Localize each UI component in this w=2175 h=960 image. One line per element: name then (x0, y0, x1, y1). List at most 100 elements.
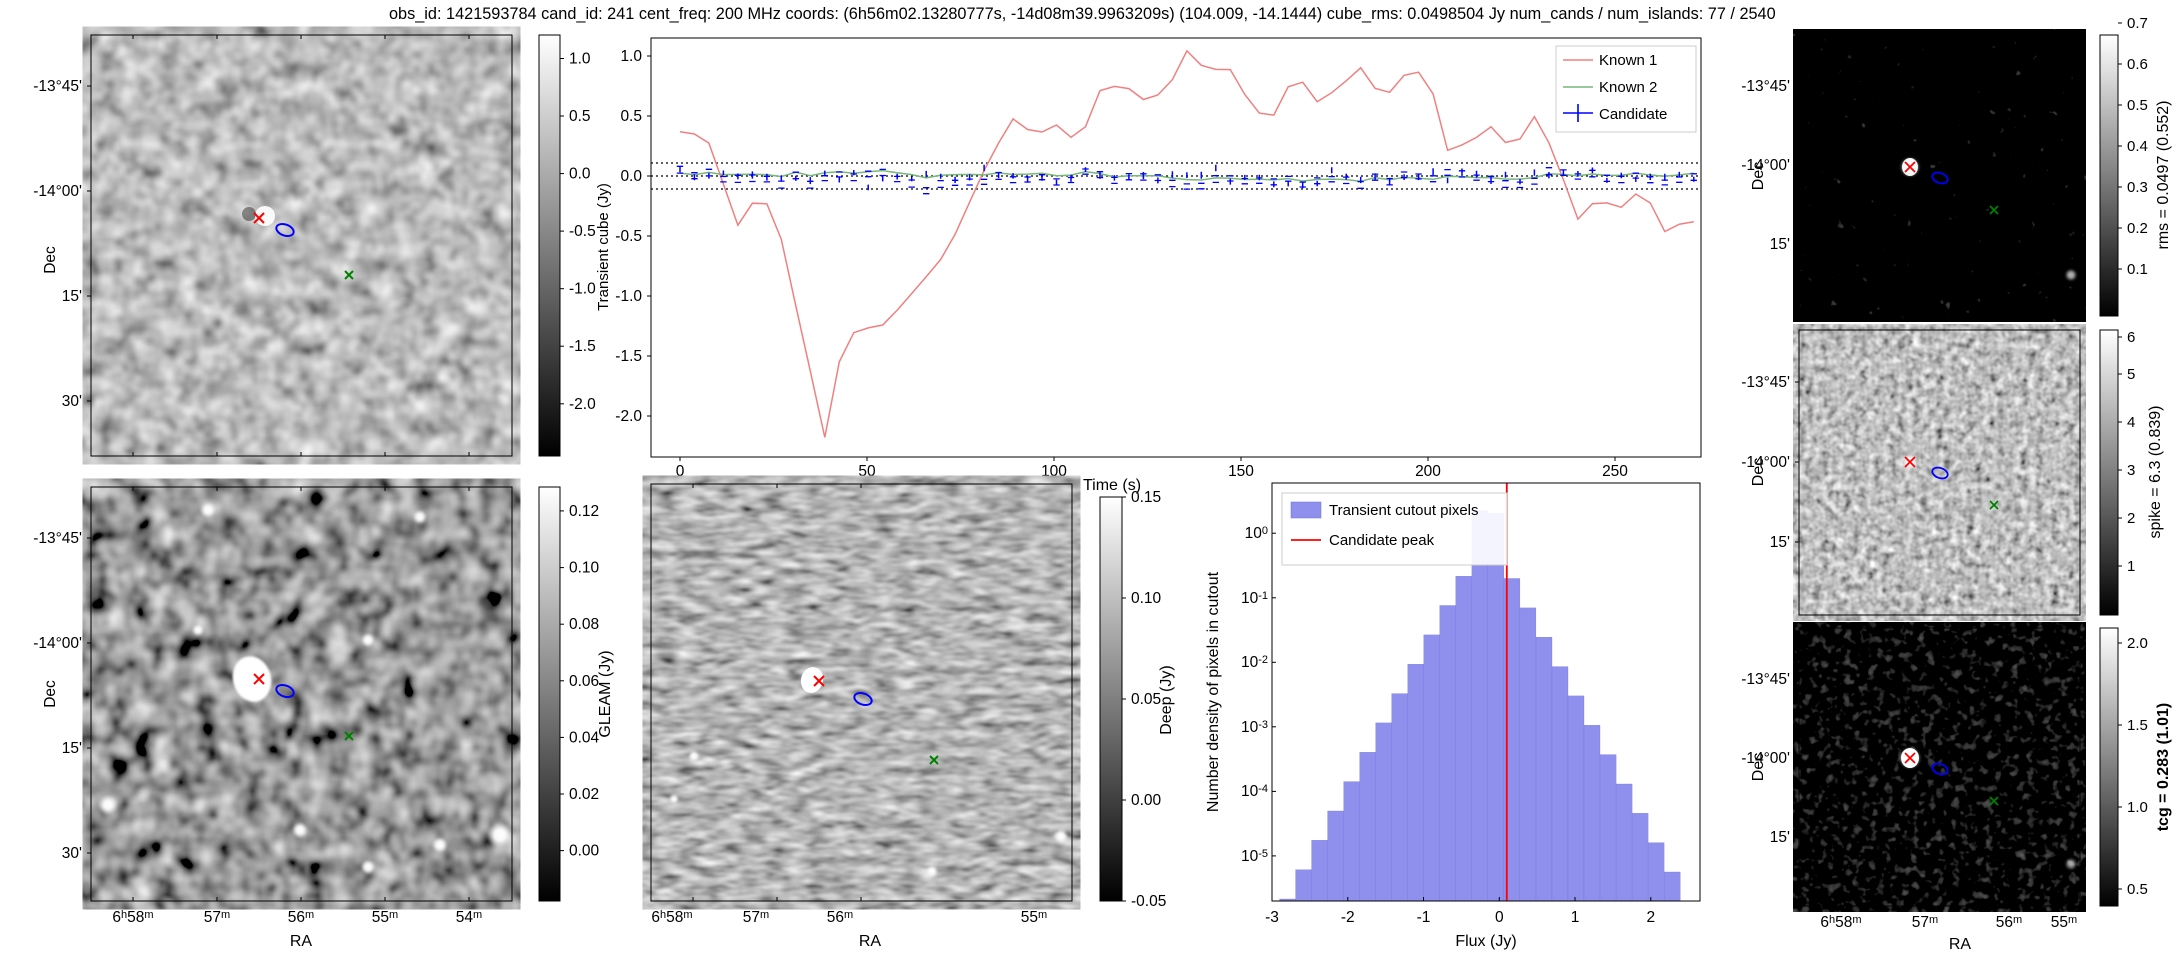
svg-text:2: 2 (1646, 909, 1655, 926)
svg-text:56m: 56m (827, 909, 853, 926)
svg-text:100: 100 (1245, 525, 1268, 542)
svg-text:Dec: Dec (1750, 162, 1767, 190)
svg-text:0.08: 0.08 (569, 616, 599, 633)
svg-text:6h58m: 6h58m (1820, 914, 1861, 931)
svg-text:1.0: 1.0 (569, 51, 591, 68)
svg-text:Transient cube (Jy): Transient cube (Jy) (595, 183, 612, 311)
svg-text:-13°45': -13°45' (1741, 374, 1790, 391)
svg-text:-2.0: -2.0 (615, 408, 642, 425)
svg-text:spike = 6.3 (0.839): spike = 6.3 (0.839) (2147, 406, 2164, 539)
svg-text:-2: -2 (1341, 909, 1355, 926)
svg-text:0.15: 0.15 (1131, 489, 1161, 506)
svg-text:1.5: 1.5 (2127, 717, 2148, 734)
svg-text:0.02: 0.02 (569, 786, 599, 803)
svg-text:0.04: 0.04 (569, 729, 600, 746)
svg-text:54m: 54m (456, 909, 482, 926)
svg-text:55m: 55m (372, 909, 398, 926)
svg-text:-13°45': -13°45' (1741, 671, 1790, 688)
svg-text:0.0: 0.0 (569, 166, 591, 183)
svg-text:57m: 57m (1912, 914, 1938, 931)
svg-text:Flux (Jy): Flux (Jy) (1455, 933, 1516, 950)
svg-text:3: 3 (2127, 462, 2135, 479)
svg-text:200: 200 (1415, 463, 1441, 480)
svg-text:-0.5: -0.5 (569, 223, 596, 240)
svg-text:-1.0: -1.0 (615, 288, 642, 305)
svg-text:-0.5: -0.5 (615, 228, 642, 245)
svg-text:0.10: 0.10 (569, 560, 600, 577)
svg-text:obs_id: 1421593784 cand_id: 24: obs_id: 1421593784 cand_id: 241 cent_fre… (389, 5, 1776, 23)
svg-text:-1.5: -1.5 (615, 348, 642, 365)
svg-text:15': 15' (62, 740, 82, 757)
svg-text:Number density of pixels in cu: Number density of pixels in cutout (1205, 571, 1222, 812)
svg-text:10-3: 10-3 (1241, 719, 1268, 736)
svg-text:5: 5 (2127, 366, 2135, 383)
svg-text:RA: RA (859, 933, 882, 950)
svg-text:0.4: 0.4 (2127, 138, 2148, 155)
svg-text:Known 2: Known 2 (1599, 79, 1657, 96)
svg-text:0.10: 0.10 (1131, 590, 1162, 607)
svg-text:0.00: 0.00 (569, 843, 600, 860)
svg-text:-14°00': -14°00' (33, 183, 82, 200)
svg-text:10-4: 10-4 (1241, 783, 1268, 800)
svg-text:15': 15' (1770, 534, 1790, 551)
svg-text:0: 0 (676, 463, 685, 480)
svg-text:150: 150 (1228, 463, 1254, 480)
svg-text:Known 1: Known 1 (1599, 52, 1657, 69)
svg-text:RA: RA (290, 933, 313, 950)
svg-text:10-5: 10-5 (1241, 848, 1268, 865)
svg-text:10-1: 10-1 (1241, 590, 1268, 607)
svg-text:1: 1 (2127, 558, 2135, 575)
svg-text:0.6: 0.6 (2127, 56, 2148, 73)
svg-text:Candidate peak: Candidate peak (1329, 532, 1435, 549)
svg-text:-13°45': -13°45' (33, 78, 82, 95)
svg-text:Dec: Dec (42, 680, 59, 708)
svg-text:0.5: 0.5 (569, 108, 591, 125)
svg-text:0.0: 0.0 (620, 168, 642, 185)
svg-text:100: 100 (1041, 463, 1067, 480)
svg-text:55m: 55m (1021, 909, 1047, 926)
svg-text:-13°45': -13°45' (1741, 78, 1790, 95)
svg-text:0.12: 0.12 (569, 503, 599, 520)
svg-text:55m: 55m (2051, 914, 2077, 931)
svg-text:GLEAM (Jy): GLEAM (Jy) (597, 650, 614, 737)
svg-text:6h58m: 6h58m (651, 909, 692, 926)
svg-text:250: 250 (1602, 463, 1628, 480)
svg-text:50: 50 (858, 463, 876, 480)
svg-text:56m: 56m (288, 909, 314, 926)
svg-text:Dec: Dec (42, 246, 59, 274)
svg-text:4: 4 (2127, 414, 2135, 431)
svg-text:Deep (Jy): Deep (Jy) (1158, 665, 1175, 734)
svg-text:tcg = 0.283 (1.01): tcg = 0.283 (1.01) (2155, 703, 2172, 832)
svg-text:2.0: 2.0 (2127, 635, 2148, 652)
svg-text:-2.0: -2.0 (569, 396, 596, 413)
svg-text:rms = 0.0497 (0.552): rms = 0.0497 (0.552) (2155, 101, 2172, 250)
svg-text:10-2: 10-2 (1241, 654, 1268, 671)
svg-text:-1.5: -1.5 (569, 338, 596, 355)
svg-text:6: 6 (2127, 329, 2135, 346)
svg-text:1: 1 (1571, 909, 1580, 926)
svg-text:0.00: 0.00 (1131, 792, 1162, 809)
svg-text:0.5: 0.5 (620, 108, 642, 125)
svg-text:Dec: Dec (1750, 458, 1767, 486)
svg-text:0.5: 0.5 (2127, 97, 2148, 114)
svg-text:0.7: 0.7 (2127, 15, 2148, 32)
svg-text:0: 0 (1495, 909, 1504, 926)
svg-text:-1.0: -1.0 (569, 281, 596, 298)
svg-text:0.1: 0.1 (2127, 261, 2148, 278)
svg-text:2: 2 (2127, 510, 2135, 527)
svg-text:30': 30' (62, 393, 82, 410)
svg-text:0.2: 0.2 (2127, 220, 2148, 237)
svg-text:0.06: 0.06 (569, 673, 599, 690)
svg-text:1.0: 1.0 (620, 48, 642, 65)
svg-text:15': 15' (1770, 829, 1790, 846)
svg-text:1.0: 1.0 (2127, 799, 2148, 816)
svg-text:0.05: 0.05 (1131, 691, 1161, 708)
svg-text:-1: -1 (1417, 909, 1431, 926)
svg-text:57m: 57m (204, 909, 230, 926)
svg-text:Candidate: Candidate (1599, 106, 1667, 123)
svg-text:57m: 57m (743, 909, 769, 926)
svg-text:Transient cutout pixels: Transient cutout pixels (1329, 502, 1479, 519)
svg-text:0.3: 0.3 (2127, 179, 2148, 196)
svg-text:0.5: 0.5 (2127, 881, 2148, 898)
svg-text:-14°00': -14°00' (33, 635, 82, 652)
